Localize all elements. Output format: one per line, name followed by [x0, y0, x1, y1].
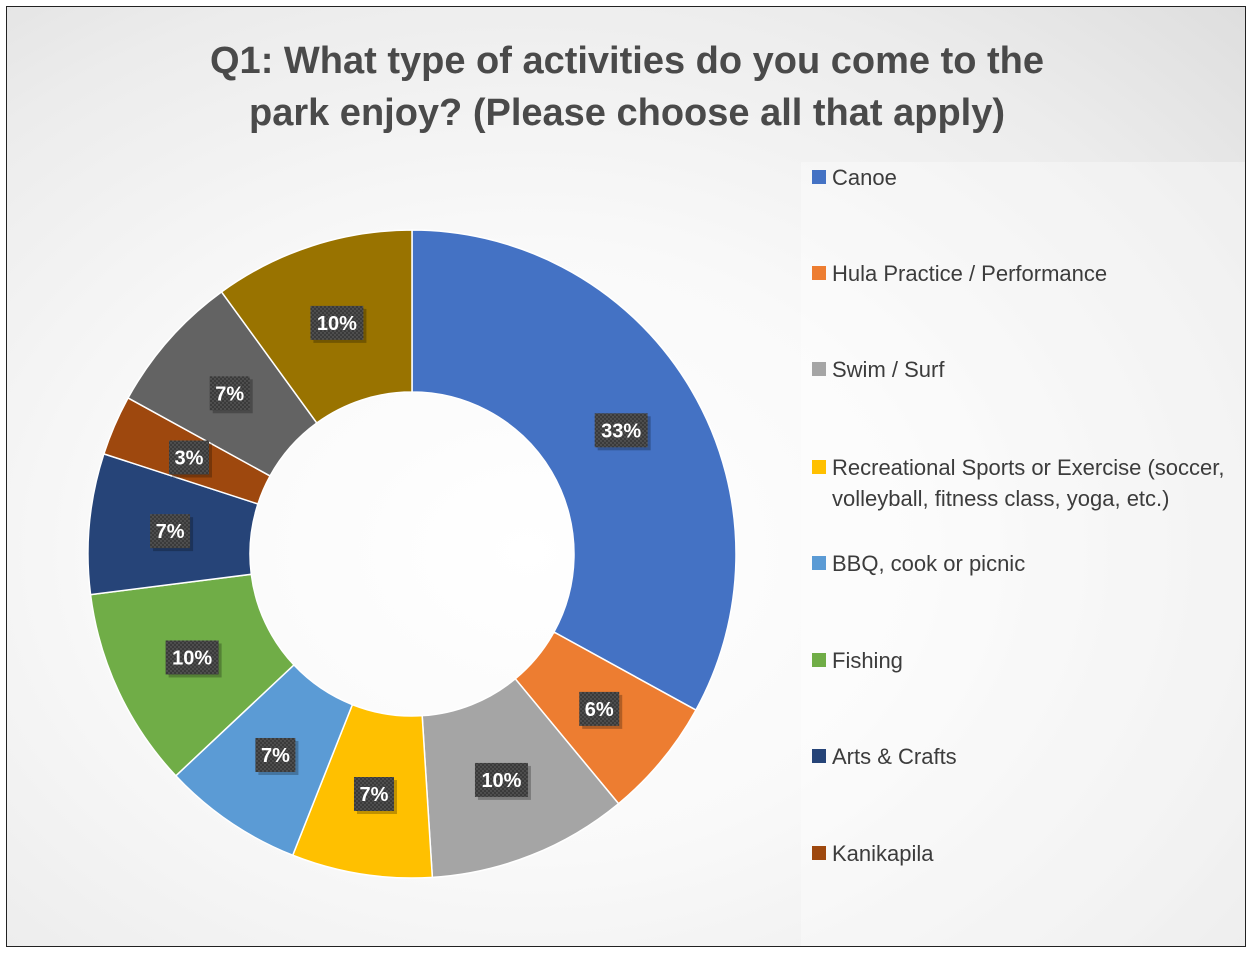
data-label-background — [579, 691, 620, 726]
legend-panel — [801, 162, 1245, 946]
legend-item-fishing: Fishing — [812, 645, 1232, 676]
legend-label: Swim / Surf — [832, 357, 945, 382]
legend-swatch — [812, 362, 826, 376]
legend-label: Canoe — [832, 165, 897, 190]
data-label-bbq-cook-or: 7% — [255, 737, 299, 775]
legend-label: Kanikapila — [832, 841, 934, 866]
data-label-arts-crafts: 7% — [150, 514, 194, 552]
data-label-text: 7% — [261, 745, 290, 767]
legend-item-kanikapila: Kanikapila — [812, 838, 1232, 869]
legend-swatch — [812, 846, 826, 860]
data-label-text: 7% — [360, 784, 389, 806]
legend-item-swim-surf: Swim / Surf — [812, 354, 1232, 385]
data-label-slice-10: 10% — [310, 305, 367, 343]
data-label-background — [168, 440, 209, 475]
legend-swatch — [812, 170, 826, 184]
legend-item-bbq-cook-or: BBQ, cook or picnic — [812, 548, 1232, 579]
chart-title-line-1: Q1: What type of activities do you come … — [210, 40, 1044, 82]
data-label-text: 33% — [601, 420, 641, 442]
legend-item-recreational-sports-or: Recreational Sports or Exercise (soccer,… — [812, 452, 1232, 514]
data-label-canoe: 33% — [594, 413, 651, 451]
legend-label: Recreational Sports or Exercise (soccer,… — [832, 455, 1225, 511]
legend-swatch — [812, 266, 826, 280]
legend-label: BBQ, cook or picnic — [832, 551, 1026, 576]
data-label-hula-practice-performance: 6% — [579, 691, 623, 729]
data-label-text: 10% — [317, 313, 357, 335]
data-label-text: 7% — [215, 383, 244, 405]
slice-canoe — [411, 229, 737, 712]
data-label-recreational-sports-or: 7% — [353, 777, 397, 815]
data-label-background — [474, 762, 528, 797]
data-label-background — [150, 514, 191, 549]
legend-label: Hula Practice / Performance — [832, 261, 1108, 286]
legend-swatch — [812, 653, 826, 667]
legend-label: Arts & Crafts — [832, 744, 957, 769]
data-label-text: 10% — [172, 647, 212, 669]
donut-slices — [87, 229, 737, 879]
chart-title: Q1: What type of activities do you come … — [7, 35, 1245, 139]
data-label-text: 10% — [481, 770, 521, 792]
data-label-background — [353, 777, 394, 812]
data-label-background — [594, 413, 648, 448]
legend-item-arts-crafts: Arts & Crafts — [812, 741, 1232, 772]
legend-item-canoe: Canoe — [812, 162, 1232, 193]
data-labels: 33% 6% 10% 7% 7% 10% 7% 3% 7% 10% — [150, 305, 651, 815]
data-label-background — [209, 376, 250, 411]
chart-title-line-2: park enjoy? (Please choose all that appl… — [248, 92, 1005, 134]
data-label-text: 7% — [156, 521, 185, 543]
data-label-swim-surf: 10% — [474, 762, 531, 800]
legend-swatch — [812, 556, 826, 570]
legend-swatch — [812, 460, 826, 474]
data-label-background — [310, 305, 364, 340]
data-label-fishing: 10% — [165, 640, 222, 678]
data-label-text: 3% — [175, 447, 204, 469]
legend-item-hula-practice-performance: Hula Practice / Performance — [812, 258, 1232, 289]
legend-swatch — [812, 749, 826, 763]
data-label-slice-9: 7% — [209, 376, 253, 414]
data-label-background — [255, 737, 296, 772]
data-label-background — [165, 640, 219, 675]
data-label-text: 6% — [585, 699, 614, 721]
legend-label: Fishing — [832, 648, 903, 673]
data-label-kanikapila: 3% — [168, 440, 212, 478]
